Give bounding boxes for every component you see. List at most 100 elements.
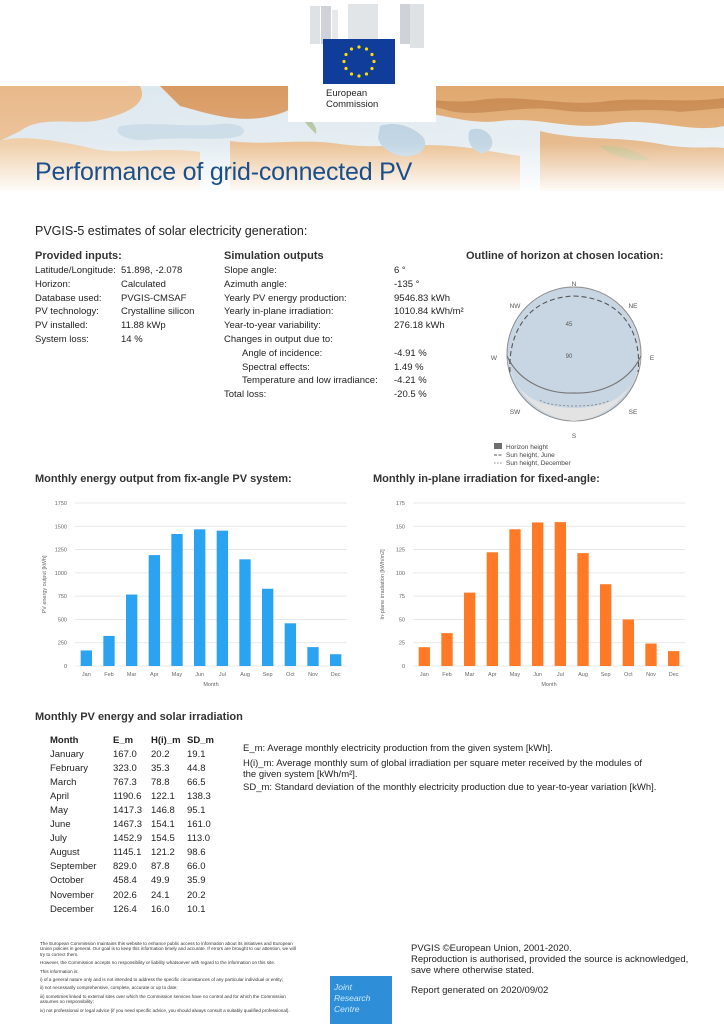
legend-him: H(i)_m: Average monthly sum of global ir… [243, 758, 643, 780]
x-tick-label: Oct [286, 672, 295, 678]
x-tick-label: Aug [578, 672, 588, 678]
bar [216, 530, 228, 666]
disclaimer-line: try to correct them. [40, 951, 79, 957]
output-row: Total loss: -20.5 % [224, 388, 454, 402]
intro-text: PVGIS-5 estimates of solar electricity g… [35, 224, 308, 238]
input-row: Latitude/Longitude: 51.898, -2.078 [35, 264, 215, 278]
x-tick-label: Nov [646, 672, 656, 678]
dir-s: S [572, 433, 577, 440]
cell-sdm: 35.9 [187, 875, 206, 887]
output-row: Slope angle: 6 ° [224, 264, 454, 278]
x-tick-label: Jul [219, 672, 226, 678]
cell-month: December [50, 903, 94, 915]
legend-december: Sun height, December [506, 460, 572, 467]
bar [330, 654, 342, 666]
outputs-list: Slope angle: 6 ° Azimuth angle: -135 ° Yea… [224, 264, 464, 402]
monthly-table-row: November 202.6 24.1 20.2 [50, 888, 221, 902]
bar [418, 647, 430, 666]
output-label: Temperature and low irradiance: [242, 375, 378, 387]
disclaimer-line: ii) not necessarily comprehensive, compl… [40, 985, 178, 991]
bar [622, 619, 634, 666]
output-label: Yearly PV energy production: [224, 292, 347, 304]
input-label: Database used: [35, 292, 102, 304]
output-label: Angle of incidence: [242, 347, 323, 359]
output-row: Azimuth angle: -135 ° [224, 278, 454, 292]
y-tick-label: 25 [399, 641, 405, 647]
jrc-logo[interactable]: Joint Research Centre [330, 976, 392, 1024]
bar [126, 594, 138, 666]
footer-info: PVGIS ©European Union, 2001-2020. Reprod… [411, 943, 701, 996]
page-title: Performance of grid-connected PV [35, 158, 413, 186]
horizon-heading: Outline of horizon at chosen location: [466, 250, 664, 262]
horizon-diagram: N NE E SE S SW W NW 45 90 Horizon height… [491, 281, 655, 467]
cell-month: February [50, 762, 89, 774]
inputs-heading: Provided inputs: [35, 250, 122, 262]
disclaimer-line: Union policies in general. Our goal is t… [40, 946, 296, 952]
disclaimer-line: iv) not professional or legal advice (if… [40, 1007, 290, 1013]
logo-line2: Commission [326, 99, 379, 110]
output-label: Slope angle: [224, 265, 277, 276]
y-tick-label: 1500 [55, 524, 67, 530]
legend-horizon: Horizon height [506, 444, 548, 451]
output-value: -4.21 % [394, 375, 427, 387]
output-row: Changes in output due to: [224, 333, 454, 347]
cell-em: 1417.3 [113, 805, 143, 817]
disclaimer-line: However, the Commission accepts no respo… [40, 960, 276, 966]
cell-month: June [50, 819, 71, 831]
output-value: -135 ° [394, 278, 420, 290]
bar [307, 647, 319, 666]
col-month: Month [50, 734, 79, 746]
cell-him: 16.0 [151, 903, 170, 915]
bar [284, 623, 296, 666]
bar [668, 651, 680, 666]
bar [509, 529, 521, 666]
copyright: PVGIS ©European Union, 2001-2020. [411, 943, 572, 954]
disclaimer: The European Commission maintains this w… [40, 941, 325, 1013]
cell-em: 458.4 [113, 875, 137, 887]
jrc-line: Joint [334, 982, 352, 992]
dir-se: SE [629, 409, 638, 416]
x-tick-label: Jan [420, 672, 429, 678]
energy-bar-chart: 0 250 500 750 1000 1250 1500 1750 Jan Feb Mar Apr Ma… [42, 501, 347, 688]
bar [554, 522, 566, 666]
x-tick-label: Sep [263, 672, 273, 678]
legend-swatch-horizon [494, 443, 502, 449]
output-row: Temperature and low irradiance: -4.21 % [224, 374, 454, 388]
input-value: PVGIS-CMSAF [121, 292, 187, 304]
monthly-table: Month E_m H(i)_m SD_m January 167.0 20.2 19… [50, 733, 221, 916]
y-tick-label: 1000 [55, 571, 67, 577]
monthly-table-row: October 458.4 49.9 35.9 [50, 874, 221, 888]
y-tick-label: 75 [399, 594, 405, 600]
jrc-line: Research [334, 993, 371, 1003]
cell-sdm: 66.0 [187, 861, 206, 873]
x-tick-label: May [172, 672, 183, 678]
cell-sdm: 66.5 [187, 776, 206, 788]
y-tick-label: 100 [396, 571, 405, 577]
cell-em: 126.4 [113, 903, 137, 915]
x-tick-label: Mar [127, 672, 137, 678]
bar [262, 588, 274, 666]
input-label: PV installed: [35, 320, 88, 332]
output-label: Changes in output due to: [224, 333, 333, 345]
monthly-table-row: August 1145.1 121.2 98.6 [50, 846, 221, 860]
output-value: 276.18 kWh [394, 320, 445, 332]
energy-chart-heading: Monthly energy output from fix-angle PV … [35, 473, 292, 485]
input-row: System loss: 14 % [35, 333, 215, 347]
european-commission-logo[interactable] [288, 0, 436, 122]
sun-path-december [539, 399, 611, 407]
cell-him: 24.1 [151, 889, 170, 901]
input-label: Latitude/Longitude: [35, 265, 116, 276]
y-tick-label: 175 [396, 501, 405, 507]
input-value: Crystalline silicon [121, 306, 195, 318]
cell-sdm: 98.6 [187, 847, 206, 859]
irradiation-bar-chart: 0 25 50 75 100 125 150 175 Jan Feb Mar Apr May Jun Jul… [380, 501, 685, 688]
monthly-table-header: Month E_m H(i)_m SD_m [50, 733, 221, 747]
col-sdm: SD_m [187, 734, 214, 746]
cell-him: 122.1 [151, 790, 175, 802]
output-label: Total loss: [224, 389, 267, 401]
dir-e: E [650, 355, 655, 362]
x-axis-label: Month [541, 682, 556, 688]
dir-sw: SW [510, 409, 521, 416]
ring-90: 90 [566, 354, 573, 360]
y-tick-label: 125 [396, 548, 405, 554]
